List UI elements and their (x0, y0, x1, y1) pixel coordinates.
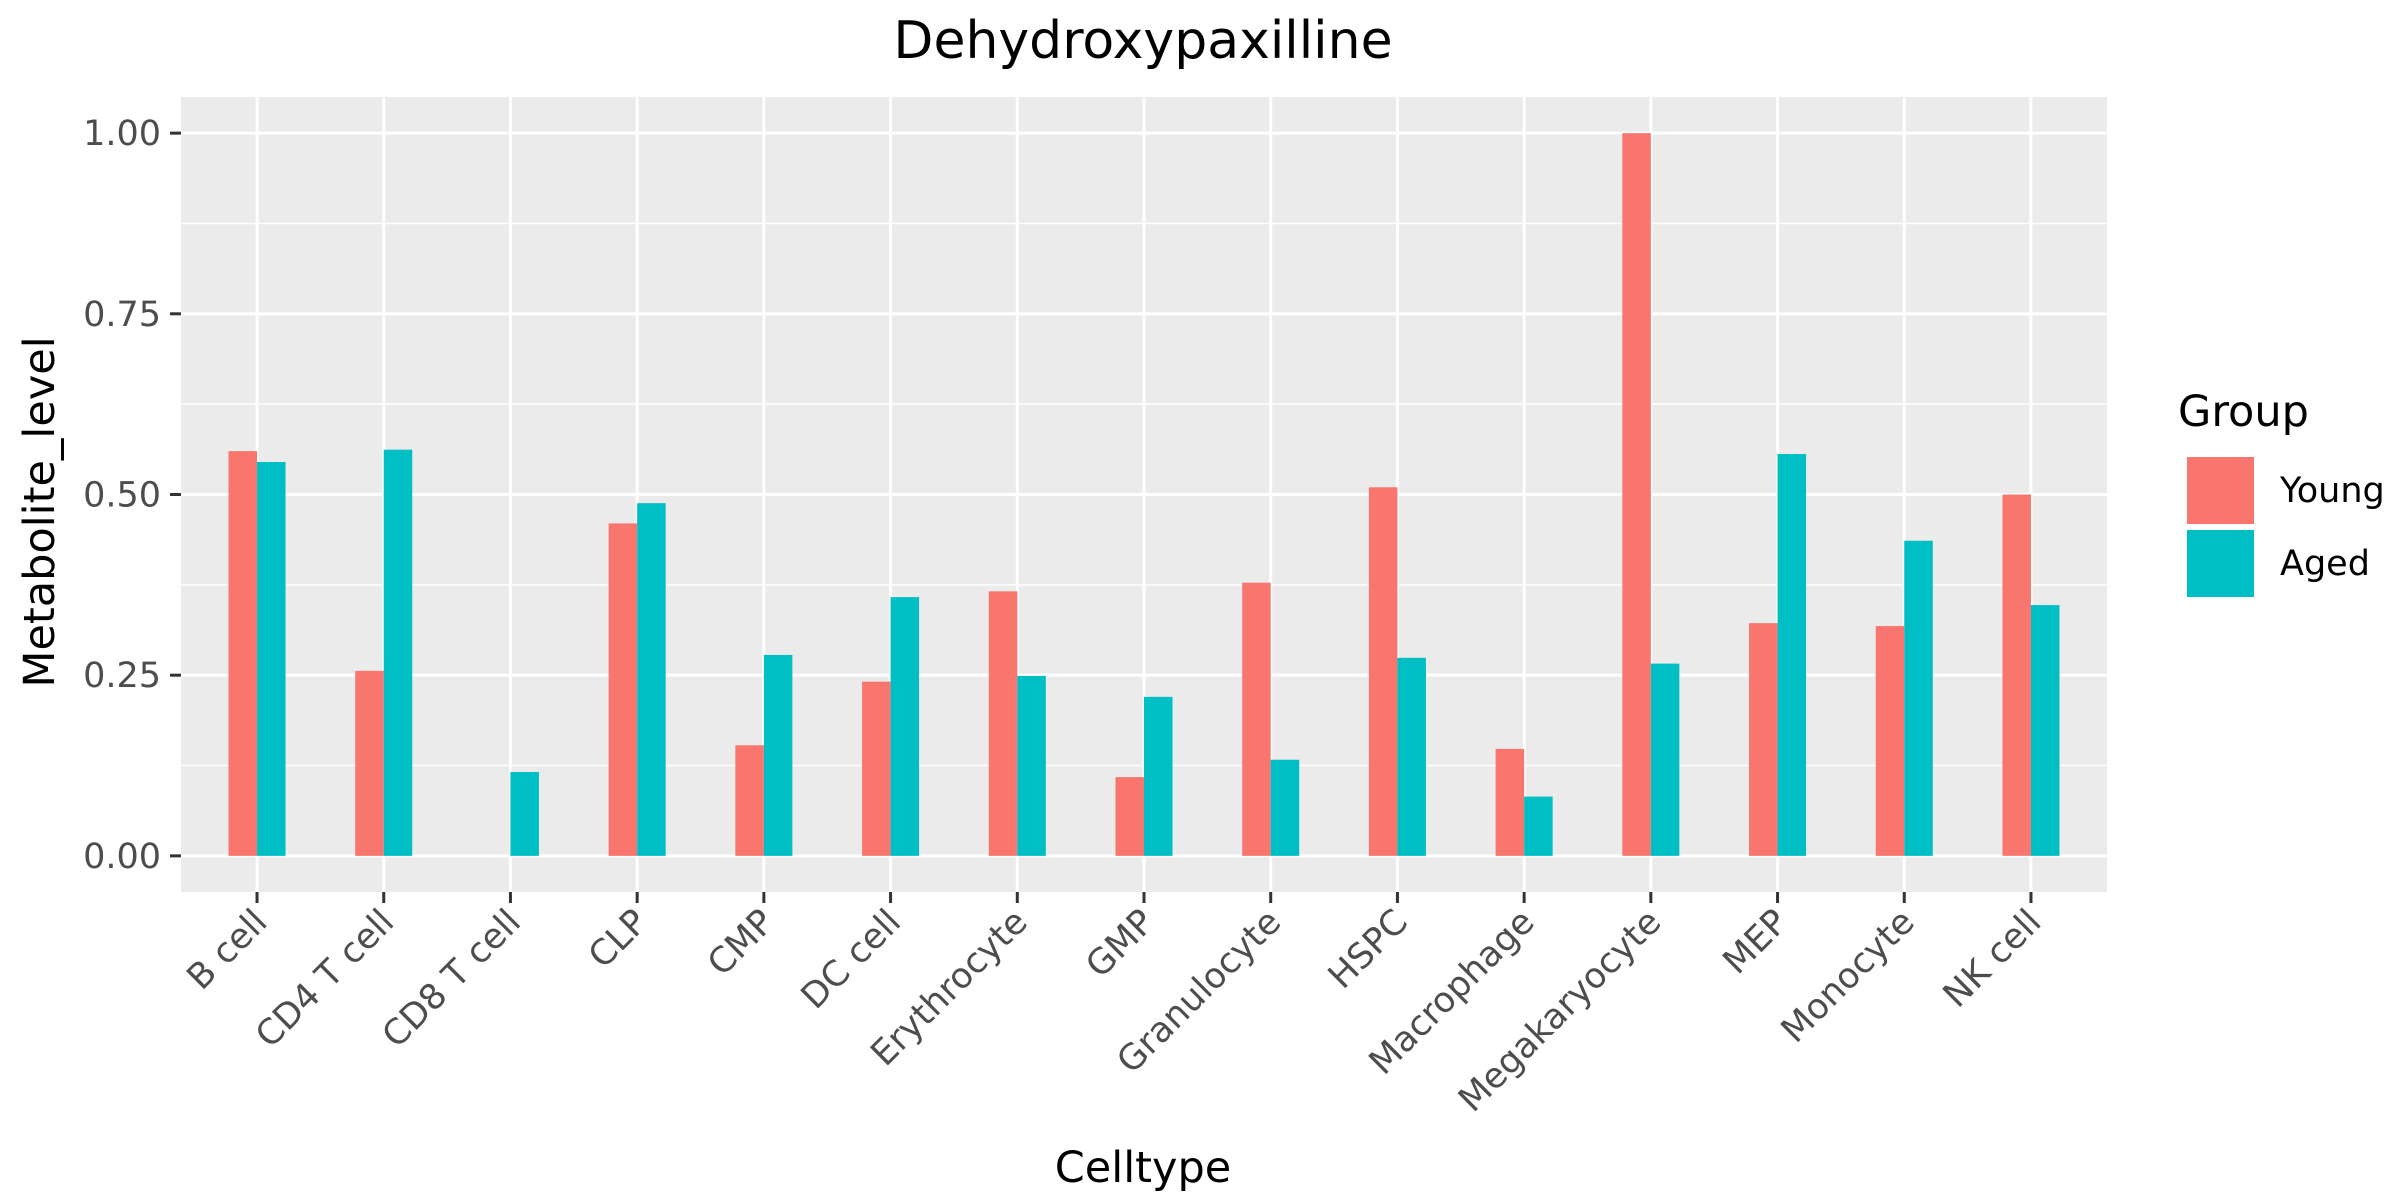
x-tick-label: MEP (1716, 902, 1796, 982)
y-tick-label: 0.50 (83, 476, 161, 516)
legend-key-young (2187, 457, 2254, 524)
x-tick-label: CD8 T cell (375, 902, 529, 1056)
bar-aged-6 (1017, 675, 1046, 856)
x-axis-title: Celltype (1055, 1143, 1231, 1193)
x-tick-label: B cell (180, 902, 276, 998)
bar-aged-0 (257, 461, 286, 856)
bar-young-7 (1115, 777, 1144, 856)
y-tick-label: 0.75 (83, 295, 161, 335)
bar-aged-10 (1524, 796, 1553, 856)
bar-aged-8 (1270, 759, 1300, 856)
legend: Group Young Aged (2178, 387, 2385, 597)
bar-aged-11 (1650, 663, 1680, 856)
legend-label-aged: Aged (2280, 544, 2370, 584)
y-tick-label: 0.25 (83, 656, 161, 696)
x-tick-label: DC cell (794, 902, 909, 1017)
chart-title: Dehydroxypaxilline (893, 11, 1392, 71)
x-tick-label: Monocyte (1774, 902, 1923, 1051)
bar-young-9 (1368, 487, 1398, 856)
bar-young-0 (228, 451, 258, 856)
x-tick-label: CMP (700, 902, 782, 984)
bar-young-12 (1749, 623, 1778, 856)
bar-young-6 (988, 591, 1018, 856)
bars (228, 133, 2060, 856)
y-axis-title: Metabolite_level (15, 336, 65, 687)
legend-key-aged (2187, 530, 2254, 597)
bar-young-8 (1242, 582, 1271, 856)
bar-aged-2 (510, 772, 539, 856)
bar-aged-14 (2030, 605, 2060, 856)
bar-aged-4 (763, 654, 793, 856)
y-tick-label: 1.00 (83, 114, 161, 154)
bar-young-10 (1495, 748, 1525, 856)
bar-young-5 (862, 681, 891, 856)
bar-young-14 (2002, 494, 2031, 856)
bar-aged-7 (1144, 696, 1173, 856)
bar-aged-9 (1397, 657, 1426, 856)
x-tick-label: CLP (581, 902, 655, 976)
bar-aged-5 (890, 597, 920, 856)
legend-title: Group (2178, 387, 2309, 437)
bar-aged-1 (383, 449, 413, 856)
bar-young-4 (735, 745, 764, 856)
y-tick-label: 0.00 (83, 837, 161, 877)
x-tick-label: HSPC (1321, 902, 1416, 997)
bar-aged-3 (637, 503, 666, 856)
y-axis: 0.00 0.25 0.50 0.75 1.00 (83, 114, 181, 877)
bar-aged-12 (1777, 454, 1807, 856)
x-tick-label: GMP (1079, 902, 1163, 986)
bar-young-3 (608, 523, 638, 856)
bar-young-11 (1622, 133, 1651, 856)
legend-label-young: Young (2279, 471, 2385, 511)
x-tick-label: NK cell (1936, 902, 2049, 1015)
bar-young-13 (1875, 626, 1905, 856)
bar-young-1 (355, 670, 384, 856)
bar-aged-13 (1904, 540, 1933, 856)
